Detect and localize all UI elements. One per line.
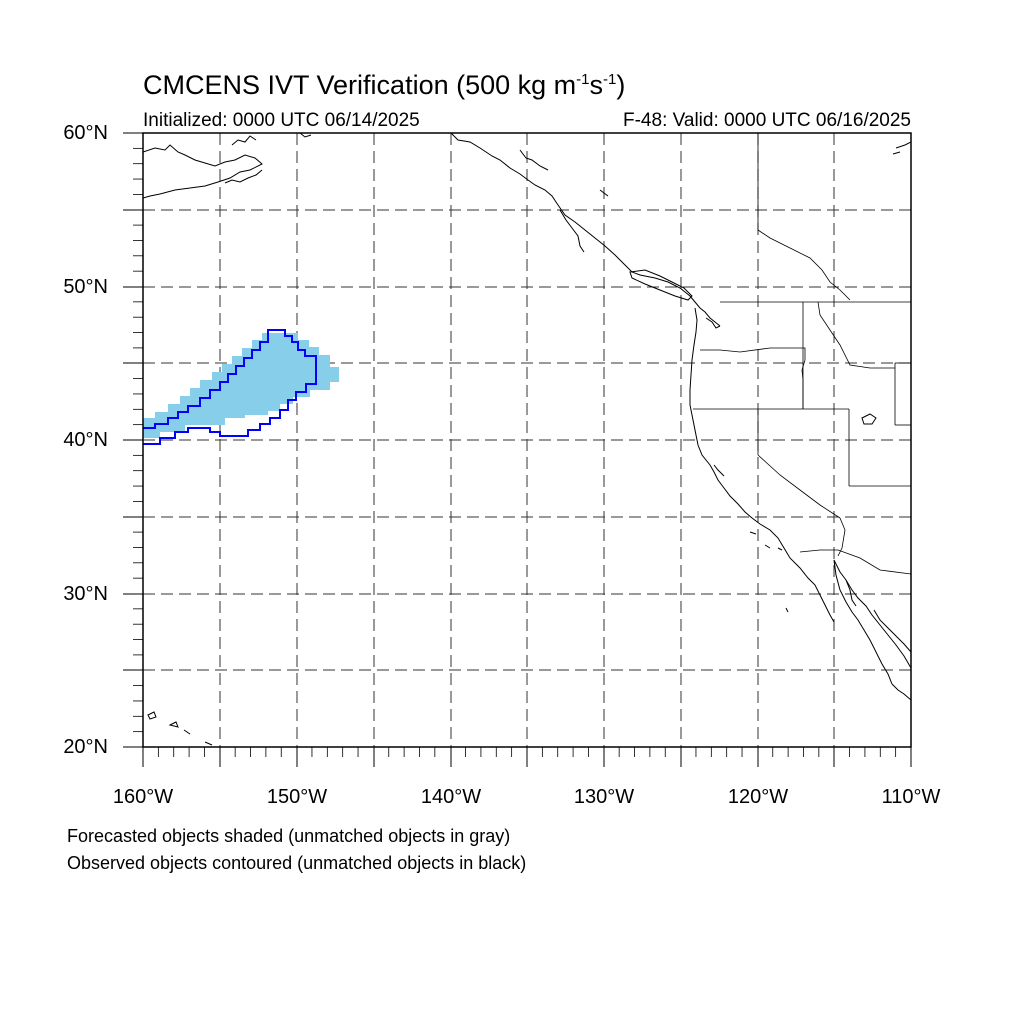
valid-time-label: F-48: Valid: 0000 UTC 06/16/2025 <box>623 110 911 131</box>
lon-label-120w: 120°W <box>727 786 789 808</box>
state-borders <box>693 133 911 575</box>
footnote-observed: Observed objects contoured (unmatched ob… <box>67 853 527 873</box>
minor-ticks <box>133 147 897 757</box>
lon-label-150w: 150°W <box>266 786 328 808</box>
lat-label-50: 50°N <box>63 276 108 298</box>
lon-label-110w: 110°W <box>881 786 941 808</box>
lat-label-40: 40°N <box>63 429 108 451</box>
axis-ticks <box>123 132 912 767</box>
coastline <box>143 133 911 746</box>
lon-label-130w: 130°W <box>573 786 635 808</box>
init-time-label: Initialized: 0000 UTC 06/14/2025 <box>143 110 420 131</box>
observed-contour <box>143 329 317 445</box>
map-title: CMCENS IVT Verification (500 kg m-1s-1) <box>143 70 626 100</box>
lon-label-140w: 140°W <box>420 786 482 808</box>
lat-label-60: 60°N <box>63 122 108 144</box>
lat-label-20: 20°N <box>63 736 108 758</box>
grid-lines <box>143 133 911 747</box>
forecast-object <box>143 333 339 438</box>
lon-label-160w: 160°W <box>112 786 174 808</box>
lat-label-30: 30°N <box>63 583 108 605</box>
footnote-forecast: Forecasted objects shaded (unmatched obj… <box>67 826 511 846</box>
